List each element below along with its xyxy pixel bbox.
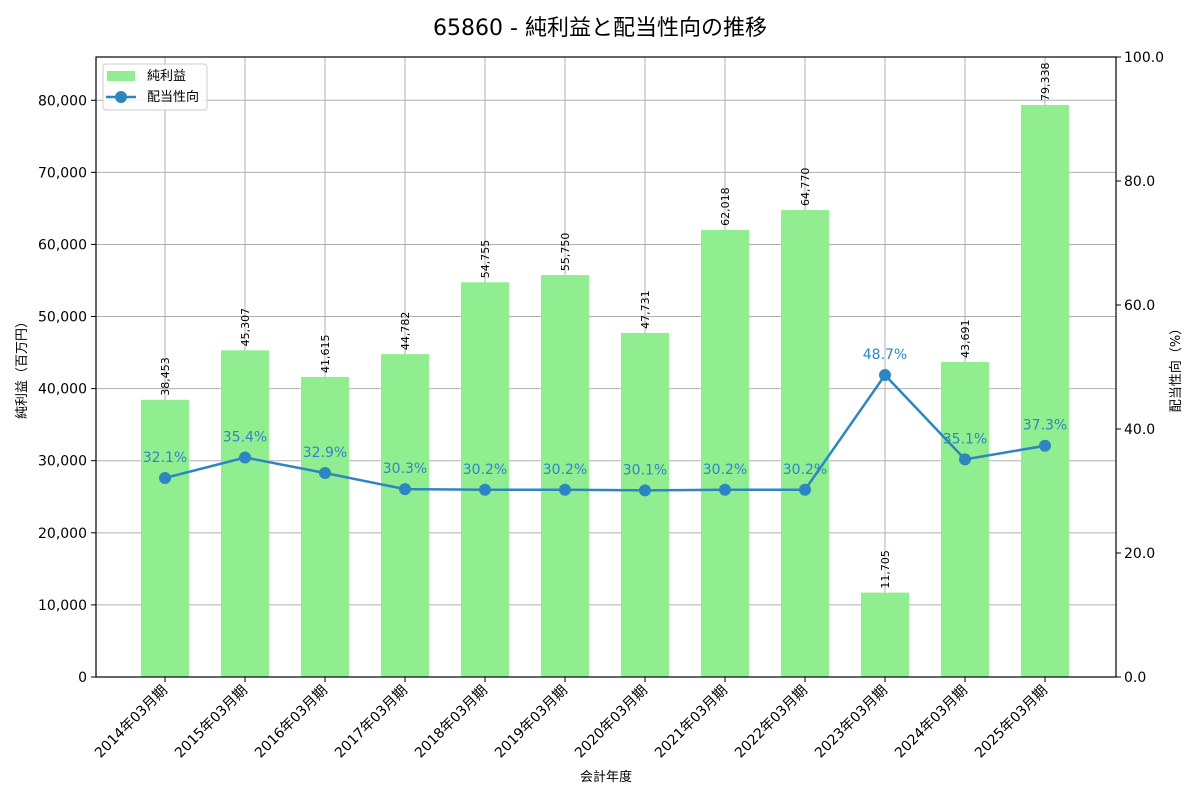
bar-value-label: 44,782 xyxy=(399,312,412,351)
right-tick-label: 100.0 xyxy=(1124,50,1164,66)
payout-value-label: 30.2% xyxy=(783,462,827,478)
payout-marker xyxy=(479,483,491,496)
x-tick-label: 2018年03月期 xyxy=(412,683,491,762)
right-tick-label: 40.0 xyxy=(1124,422,1155,438)
x-tick-label: 2023年03月期 xyxy=(812,683,891,762)
payout-marker xyxy=(559,483,571,496)
bar-value-label: 54,755 xyxy=(479,240,492,279)
payout-marker xyxy=(239,451,251,464)
right-tick-label: 60.0 xyxy=(1124,298,1155,314)
left-tick-label: 30,000 xyxy=(38,454,87,470)
bar xyxy=(701,229,749,677)
bar-value-label: 38,453 xyxy=(159,357,172,396)
bar-value-label: 47,731 xyxy=(639,290,652,329)
left-tick-label: 70,000 xyxy=(38,165,87,181)
left-tick-label: 0 xyxy=(78,670,87,686)
left-tick-label: 10,000 xyxy=(38,598,87,614)
y-axis-title-right: 配当性向（%） xyxy=(1168,322,1184,412)
x-tick-label: 2022年03月期 xyxy=(732,683,811,762)
legend-bar-swatch xyxy=(107,71,135,81)
payout-marker xyxy=(719,483,731,496)
bar-value-labels: 38,453 45,307 41,615 44,782 54,755 55,750 47,7… xyxy=(159,63,1052,589)
bar-value-label: 45,307 xyxy=(239,308,252,347)
right-tick-label: 20.0 xyxy=(1124,546,1155,562)
legend-marker-swatch xyxy=(115,91,127,103)
x-tick-label: 2014年03月期 xyxy=(92,683,171,762)
payout-line xyxy=(164,373,1046,492)
x-tick-label: 2015年03月期 xyxy=(172,683,251,762)
payout-value-label: 30.2% xyxy=(703,462,747,478)
bar xyxy=(221,350,269,677)
payout-marker xyxy=(399,483,411,496)
payout-value-label: 48.7% xyxy=(863,347,907,363)
x-axis-title: 会計年度 xyxy=(580,769,632,785)
left-tick-label: 20,000 xyxy=(38,526,87,542)
line-value-labels: 32.1% 35.4% 32.9% 30.3% 30.2% 30.2% 30.1% 30.2%… xyxy=(143,347,1067,478)
payout-value-label: 35.4% xyxy=(223,430,267,446)
bar xyxy=(541,275,589,677)
bar-value-label: 43,691 xyxy=(959,320,972,359)
left-tick-label: 40,000 xyxy=(38,382,87,398)
right-tick-label: 80.0 xyxy=(1124,174,1155,190)
left-tick-label: 80,000 xyxy=(38,93,87,109)
bar xyxy=(141,399,189,677)
payout-marker xyxy=(879,369,891,382)
axes: 0 10,000 20,000 30,000 40,000 50,000 60,000 70,… xyxy=(15,50,1184,785)
payout-marker xyxy=(1039,439,1051,452)
bar xyxy=(941,362,989,677)
bar xyxy=(381,354,429,677)
line-series-payout-ratio xyxy=(159,369,1051,497)
bar-value-label: 64,770 xyxy=(799,168,812,207)
bar-value-label: 79,338 xyxy=(1039,63,1052,102)
x-tick-label: 2016年03月期 xyxy=(252,683,331,762)
payout-marker xyxy=(639,484,651,497)
bar-value-label: 55,750 xyxy=(559,233,572,272)
bar xyxy=(301,376,349,677)
x-tick-label: 2025年03月期 xyxy=(972,683,1051,762)
payout-value-label: 30.2% xyxy=(543,462,587,478)
payout-value-label: 32.9% xyxy=(303,445,347,461)
payout-marker xyxy=(159,471,171,484)
left-tick-label: 60,000 xyxy=(38,237,87,253)
plot-frame xyxy=(95,56,1117,678)
left-tick-label: 50,000 xyxy=(38,310,87,326)
bar-value-label: 41,615 xyxy=(319,334,332,373)
payout-marker xyxy=(319,467,331,480)
payout-value-label: 30.3% xyxy=(383,461,427,477)
bar xyxy=(461,282,509,677)
y-axis-title-left: 純利益（百万円） xyxy=(15,315,30,419)
payout-value-label: 35.1% xyxy=(943,431,987,447)
bar xyxy=(781,210,829,678)
legend-label-payout-ratio: 配当性向 xyxy=(147,89,199,105)
payout-marker xyxy=(799,483,811,496)
bar-value-label: 11,705 xyxy=(879,550,892,589)
bar-value-label: 62,018 xyxy=(719,187,732,226)
x-tick-label: 2021年03月期 xyxy=(652,683,731,762)
bar-series-net-income xyxy=(141,105,1069,678)
payout-value-label: 37.3% xyxy=(1023,418,1067,434)
bar xyxy=(1021,105,1069,677)
right-tick-label: 0.0 xyxy=(1124,670,1146,686)
bar xyxy=(861,592,909,677)
x-tick-label: 2020年03月期 xyxy=(572,683,651,762)
payout-value-label: 32.1% xyxy=(143,450,187,466)
chart-title: 65860 - 純利益と配当性向の推移 xyxy=(433,16,767,41)
x-tick-label: 2019年03月期 xyxy=(492,683,571,762)
bar xyxy=(621,332,669,677)
payout-marker xyxy=(959,453,971,466)
payout-value-label: 30.2% xyxy=(463,462,507,478)
x-tick-label: 2024年03月期 xyxy=(892,683,971,762)
x-tick-label: 2017年03月期 xyxy=(332,683,411,762)
legend-label-net-income: 純利益 xyxy=(147,69,186,84)
payout-value-label: 30.1% xyxy=(623,462,667,478)
